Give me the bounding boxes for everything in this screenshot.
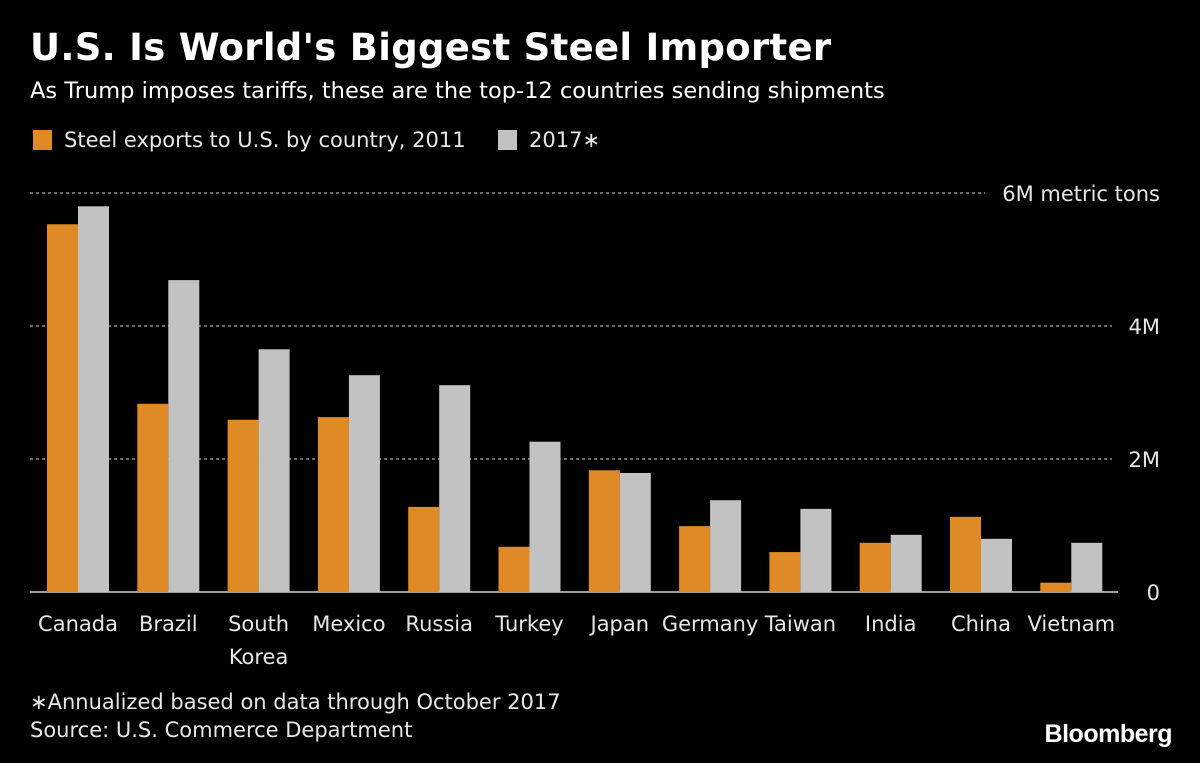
bar-2017 (981, 538, 1012, 592)
bar-2017 (800, 508, 832, 592)
chart-subtitle: As Trump imposes tariffs, these are the … (30, 78, 885, 104)
x-tick-label: Japan (589, 612, 650, 636)
legend-label-2017: 2017∗ (529, 128, 601, 152)
bar-2011 (137, 403, 169, 592)
x-tick-label: Russia (405, 612, 473, 636)
bar-2011 (1040, 582, 1072, 592)
x-tick-label: Mexico (312, 612, 385, 636)
bar-2017 (258, 349, 290, 592)
bar-2017 (619, 472, 651, 592)
bar-2017 (890, 534, 922, 592)
bar-2011 (679, 526, 711, 592)
legend-item-2017: 2017∗ (498, 128, 600, 152)
x-tick-label: Brazil (139, 612, 198, 636)
x-tick-label: Germany (662, 612, 759, 636)
bar-2017 (1071, 542, 1103, 592)
footnote: ∗Annualized based on data through Octobe… (30, 690, 561, 714)
source-note: Source: U.S. Commerce Department (30, 718, 413, 742)
bar-2011 (317, 417, 349, 592)
bar-2011 (950, 516, 981, 592)
bloomberg-logo: Bloomberg (1044, 720, 1173, 748)
bar-2011 (498, 546, 530, 592)
bar-2011 (769, 552, 801, 592)
bar-2011 (859, 542, 891, 592)
bar-2011 (408, 506, 440, 592)
bar-2017 (78, 206, 109, 593)
y-tick-label: 4M (1129, 315, 1160, 339)
x-tick-label: Vietnam (1028, 612, 1116, 636)
bar-2017 (710, 500, 742, 592)
chart-title: U.S. Is World's Biggest Steel Importer (30, 26, 832, 69)
bar-2011 (588, 470, 620, 592)
x-tick-label: Korea (229, 645, 289, 669)
x-tick-label: Canada (38, 612, 118, 636)
legend-label-2011: Steel exports to U.S. by country, 2011 (64, 128, 466, 152)
bar-2011 (47, 224, 78, 592)
legend-swatch-2011 (33, 130, 52, 150)
bar-2017 (348, 375, 380, 592)
x-tick-label: India (865, 612, 917, 636)
legend-swatch-2017 (498, 130, 517, 150)
bar-2017 (168, 280, 200, 592)
legend-item-2011: Steel exports to U.S. by country, 2011 (33, 128, 466, 152)
bar-2011 (227, 419, 259, 592)
bar-2017 (439, 385, 471, 592)
x-tick-label: South (228, 612, 289, 636)
y-tick-label: 6M metric tons (1002, 182, 1160, 206)
x-tick-label: China (951, 612, 1011, 636)
x-tick-label: Taiwan (764, 612, 836, 636)
y-tick-label: 0 (1147, 581, 1160, 605)
x-tick-label: Turkey (494, 612, 563, 636)
bar-2017 (529, 441, 561, 592)
y-tick-label: 2M (1129, 448, 1160, 472)
